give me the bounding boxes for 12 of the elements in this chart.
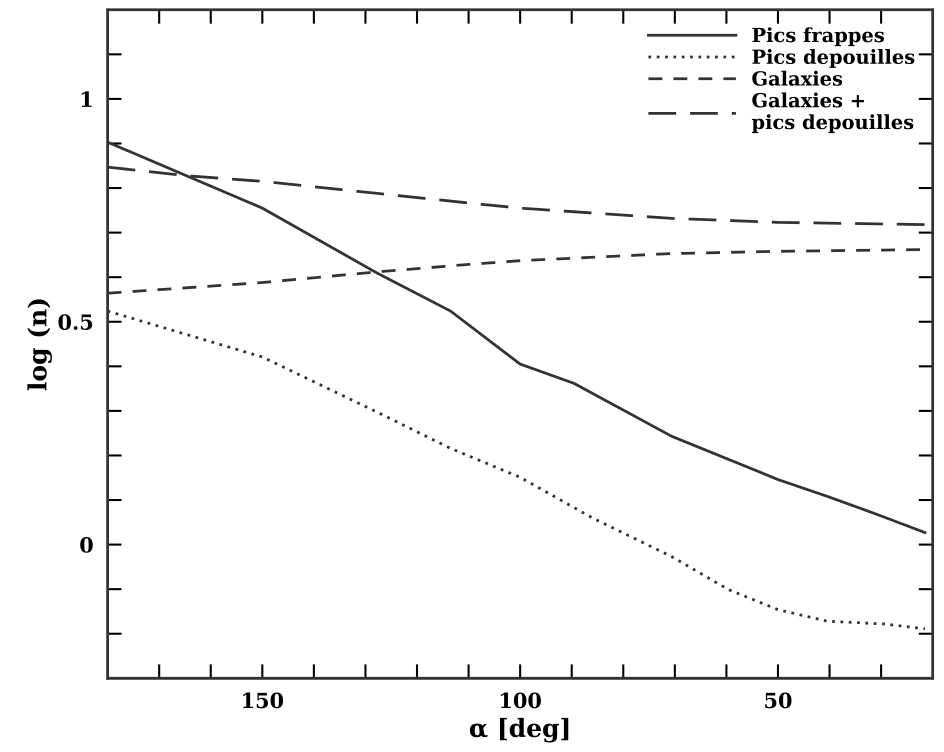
y-tick-label: 0.5 — [58, 314, 92, 330]
x-tick-label: 50 — [765, 692, 792, 708]
x-axis-title: α [deg] — [470, 718, 568, 742]
x-tick-label: 100 — [500, 692, 541, 708]
y-axis-title: log (n) — [27, 299, 52, 390]
x-tick-label: 150 — [243, 692, 284, 708]
y-tick-label: 0 — [80, 537, 93, 553]
legend-label: Galaxies — [752, 70, 842, 86]
legend-label: Pics frappes — [752, 27, 884, 46]
legend-label: Pics depouilles — [752, 49, 914, 68]
legend-label: Galaxies + pics depouilles — [752, 92, 914, 134]
y-tick-label: 1 — [82, 91, 92, 107]
